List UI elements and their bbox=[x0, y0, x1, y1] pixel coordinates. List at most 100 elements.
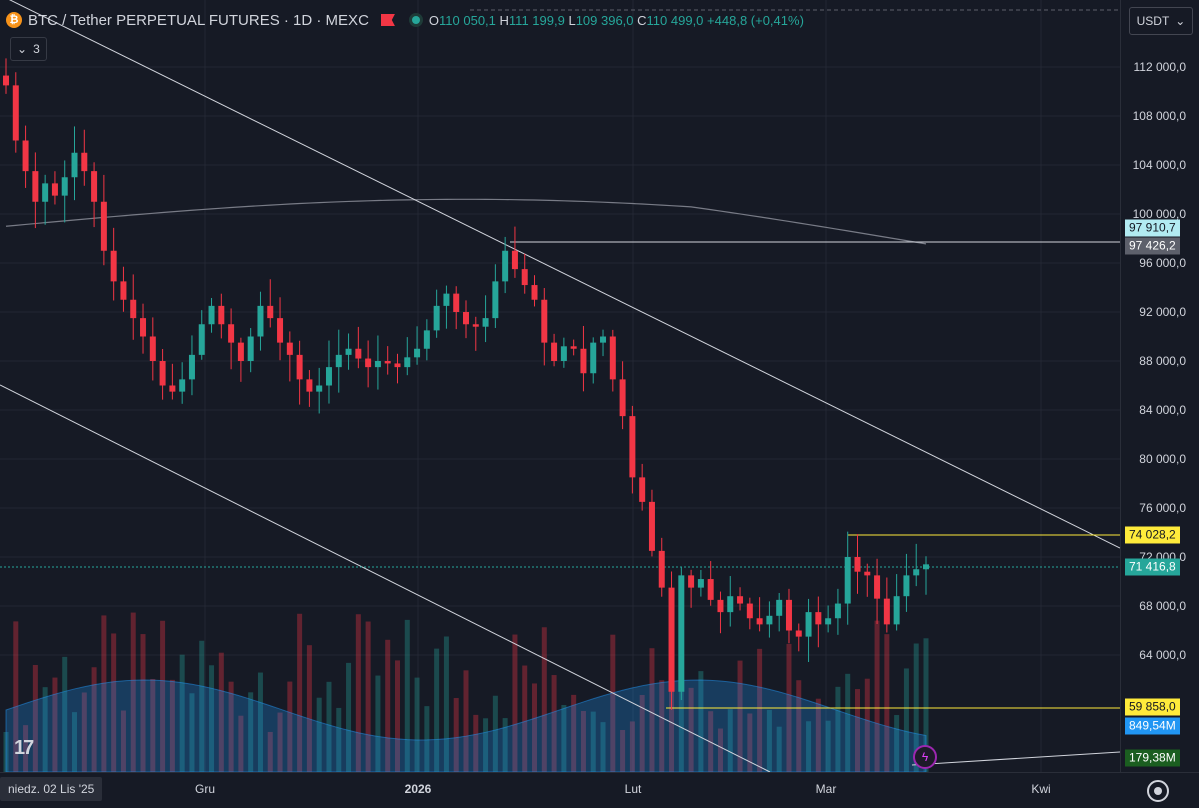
chart-canvas bbox=[0, 0, 1120, 772]
price-axis[interactable]: USDT ⌄ 112 000,0 108 000,0 104 000,0 100 00… bbox=[1120, 0, 1199, 772]
price-tick-label: 64 000,0 bbox=[1139, 648, 1186, 662]
price-tick-label: 84 000,0 bbox=[1139, 403, 1186, 417]
candle-body bbox=[208, 305, 215, 325]
volume-bar bbox=[238, 715, 244, 772]
candle-body bbox=[404, 357, 411, 368]
price-badge-support: 59 858,0 bbox=[1125, 698, 1180, 716]
candle-body bbox=[472, 324, 479, 327]
candle-body bbox=[71, 152, 78, 178]
volume-bar bbox=[884, 634, 890, 772]
volume-bar bbox=[903, 668, 909, 772]
candle-body bbox=[717, 599, 724, 613]
candle-body bbox=[864, 571, 871, 576]
time-label-2026: 2026 bbox=[404, 782, 432, 796]
candle-body bbox=[257, 305, 264, 337]
volume-bar bbox=[62, 656, 68, 772]
volume-bar bbox=[160, 620, 166, 772]
volume-bar bbox=[600, 722, 606, 772]
candle-body bbox=[394, 363, 401, 368]
volume-bar bbox=[150, 678, 156, 772]
volume-bar bbox=[101, 615, 107, 772]
candle-body bbox=[277, 318, 284, 343]
candle-body bbox=[22, 140, 29, 172]
candle-body bbox=[805, 612, 812, 637]
high-label: H bbox=[499, 12, 509, 28]
candle-body bbox=[854, 557, 861, 572]
time-label-mar: Mar bbox=[815, 782, 837, 796]
volume-bar bbox=[639, 695, 645, 772]
chevron-down-icon: ⌄ bbox=[17, 42, 28, 56]
time-axis[interactable]: niedz. 02 Lis '25 Gru 2026 Lut Mar Kwi bbox=[0, 772, 1199, 808]
candle-body bbox=[316, 385, 323, 392]
candle-body bbox=[335, 354, 342, 368]
price-tick-label: 92 000,0 bbox=[1139, 305, 1186, 319]
volume-bar bbox=[326, 681, 332, 772]
volume-bar bbox=[620, 729, 626, 772]
volume-bar bbox=[414, 677, 420, 772]
volume-bar bbox=[277, 712, 283, 772]
volume-bar bbox=[267, 731, 273, 772]
volume-bar bbox=[42, 687, 48, 772]
candle-body bbox=[482, 318, 489, 327]
price-tick-label: 100 000,0 bbox=[1132, 207, 1186, 221]
candle-body bbox=[463, 312, 469, 325]
volume-bar bbox=[209, 665, 215, 772]
candle-body bbox=[100, 201, 107, 251]
volume-bar bbox=[678, 672, 684, 772]
candle-body bbox=[188, 354, 195, 380]
volume-bar bbox=[708, 711, 714, 772]
volume-bar bbox=[404, 619, 410, 772]
volume-bar bbox=[874, 620, 880, 772]
volume-bar bbox=[590, 711, 596, 772]
candle-body bbox=[81, 152, 88, 172]
price-tick-label: 96 000,0 bbox=[1139, 256, 1186, 270]
price-badge-crosshair: 97 910,7 bbox=[1125, 219, 1180, 237]
volume-bar bbox=[551, 675, 557, 772]
volume-bar bbox=[189, 693, 195, 772]
volume-bar bbox=[629, 721, 635, 772]
volume-bar bbox=[365, 621, 371, 772]
volume-bar bbox=[91, 667, 97, 772]
volume-bar bbox=[698, 671, 704, 772]
volume-bar bbox=[394, 660, 400, 772]
candle-body bbox=[247, 336, 254, 361]
ohlc-values: O110 050,1 H111 199,9 L109 396,0 C110 49… bbox=[429, 13, 804, 28]
candle-body bbox=[541, 299, 548, 343]
price-badge-last: 71 416,8 bbox=[1125, 558, 1180, 576]
close-label: C bbox=[637, 12, 647, 28]
currency-selector[interactable]: USDT ⌄ bbox=[1129, 7, 1193, 35]
open-value: 110 050,1 bbox=[439, 12, 496, 28]
volume-bar bbox=[717, 728, 723, 772]
volume-bar bbox=[747, 713, 753, 772]
volume-bar bbox=[453, 698, 459, 772]
candle-body bbox=[140, 318, 147, 337]
volume-bar bbox=[111, 633, 117, 772]
time-label-lut: Lut bbox=[624, 782, 642, 796]
candle-body bbox=[267, 305, 274, 319]
price-tick-label: 80 000,0 bbox=[1139, 452, 1186, 466]
change-value: +448,8 (+0,41%) bbox=[707, 12, 804, 28]
flag-icon[interactable] bbox=[380, 14, 395, 26]
candle-body bbox=[883, 598, 890, 625]
volume-bar bbox=[297, 613, 303, 772]
price-chart[interactable]: ₿ BTC / Tether PERPETUAL FUTURES · 1D · … bbox=[0, 0, 1120, 772]
high-value: 111 199,9 bbox=[508, 12, 565, 28]
volume-bar bbox=[796, 680, 802, 772]
time-label-gru: Gru bbox=[194, 782, 216, 796]
volume-bar bbox=[336, 707, 342, 772]
candle-body bbox=[384, 361, 391, 364]
gear-icon[interactable] bbox=[1147, 780, 1169, 802]
volume-bar bbox=[130, 612, 136, 772]
volume-bar bbox=[120, 710, 126, 772]
candle-body bbox=[296, 354, 303, 380]
volume-ma-badge: 849,54M bbox=[1125, 717, 1180, 735]
indicators-toggle-button[interactable]: ⌄ 3 bbox=[10, 37, 47, 61]
volume-bar bbox=[815, 698, 821, 772]
tradingview-logo[interactable]: 17 bbox=[14, 737, 34, 759]
candle-body bbox=[414, 348, 421, 358]
volume-badge: 179,38M bbox=[1125, 749, 1180, 767]
flash-icon[interactable]: ϟ bbox=[913, 745, 937, 769]
symbol-title[interactable]: BTC / Tether PERPETUAL FUTURES · 1D · ME… bbox=[28, 11, 369, 29]
volume-bar bbox=[757, 648, 763, 772]
volume-bar bbox=[561, 705, 567, 772]
